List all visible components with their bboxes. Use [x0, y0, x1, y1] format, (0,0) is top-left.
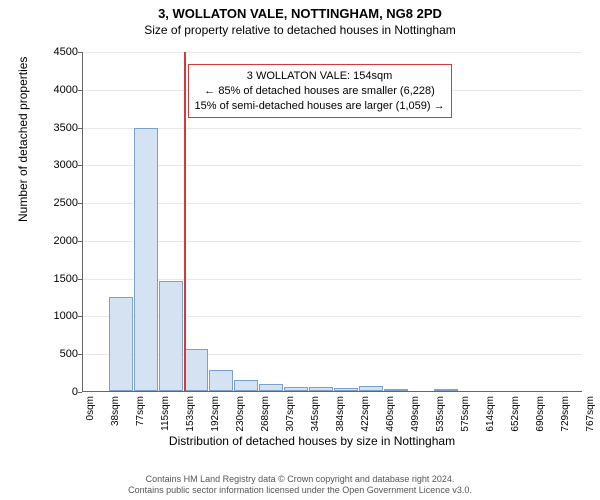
bar: [334, 388, 358, 391]
x-tick-label: 230sqm: [235, 396, 246, 432]
chart-container: Number of detached properties 0500100015…: [42, 52, 582, 432]
x-tick-label: 115sqm: [160, 396, 171, 431]
y-tick-label: 2500: [42, 197, 78, 209]
x-tick-label: 690sqm: [535, 396, 546, 432]
info-box-line3: 15% of semi-detached houses are larger (…: [195, 99, 445, 114]
bar: [234, 380, 258, 391]
grid-line: [83, 52, 582, 53]
bar: [184, 349, 208, 391]
x-axis-label: Distribution of detached houses by size …: [42, 434, 582, 448]
x-tick-label: 192sqm: [210, 396, 221, 432]
y-tick-label: 3000: [42, 159, 78, 171]
grid-line: [83, 203, 582, 204]
grid-line: [83, 165, 582, 166]
grid-line: [83, 241, 582, 242]
y-tick-label: 2000: [42, 235, 78, 247]
x-tick-label: 422sqm: [360, 396, 371, 432]
x-tick-label: 652sqm: [510, 396, 521, 432]
y-axis-label: Number of detached properties: [16, 57, 30, 222]
info-box-line1: 3 WOLLATON VALE: 154sqm: [195, 69, 445, 84]
page-title-line1: 3, WOLLATON VALE, NOTTINGHAM, NG8 2PD: [0, 6, 600, 21]
bar: [284, 387, 308, 391]
page-title-line2: Size of property relative to detached ho…: [0, 23, 600, 37]
info-box-line2: ← 85% of detached houses are smaller (6,…: [195, 84, 445, 99]
bar: [309, 387, 333, 391]
footer-line2: Contains public sector information licen…: [0, 485, 600, 496]
grid-line: [83, 128, 582, 129]
x-tick-label: 153sqm: [185, 396, 196, 432]
x-tick-label: 614sqm: [485, 396, 496, 432]
x-tick-label: 77sqm: [135, 396, 146, 426]
bar: [109, 297, 133, 391]
attribution-footer: Contains HM Land Registry data © Crown c…: [0, 474, 600, 497]
footer-line1: Contains HM Land Registry data © Crown c…: [0, 474, 600, 485]
bar: [259, 384, 283, 391]
x-tick-label: 307sqm: [285, 396, 296, 432]
y-tick-label: 3500: [42, 122, 78, 134]
y-tick-label: 1000: [42, 310, 78, 322]
x-tick-label: 345sqm: [310, 396, 321, 432]
x-tick-label: 729sqm: [560, 396, 571, 432]
y-tick-label: 1500: [42, 273, 78, 285]
bar: [209, 370, 233, 391]
bar: [384, 389, 408, 391]
y-tick-label: 500: [42, 348, 78, 360]
y-tick-label: 0: [42, 386, 78, 398]
x-tick-label: 0sqm: [85, 396, 96, 420]
x-tick-label: 384sqm: [335, 396, 346, 432]
y-tick-label: 4000: [42, 84, 78, 96]
plot-area: 3 WOLLATON VALE: 154sqm ← 85% of detache…: [82, 52, 582, 392]
bar: [134, 128, 158, 391]
x-tick-label: 460sqm: [385, 396, 396, 432]
bar: [159, 281, 183, 391]
grid-line: [83, 279, 582, 280]
x-tick-label: 535sqm: [435, 396, 446, 432]
bar: [434, 389, 458, 391]
y-tick-label: 4500: [42, 46, 78, 58]
x-tick-label: 575sqm: [460, 396, 471, 432]
x-tick-label: 499sqm: [410, 396, 421, 432]
info-box: 3 WOLLATON VALE: 154sqm ← 85% of detache…: [188, 64, 452, 119]
x-tick-label: 767sqm: [585, 396, 596, 432]
x-tick-label: 38sqm: [110, 396, 121, 426]
bar: [359, 386, 383, 391]
x-tick-label: 268sqm: [260, 396, 271, 432]
reference-line: [184, 52, 186, 391]
